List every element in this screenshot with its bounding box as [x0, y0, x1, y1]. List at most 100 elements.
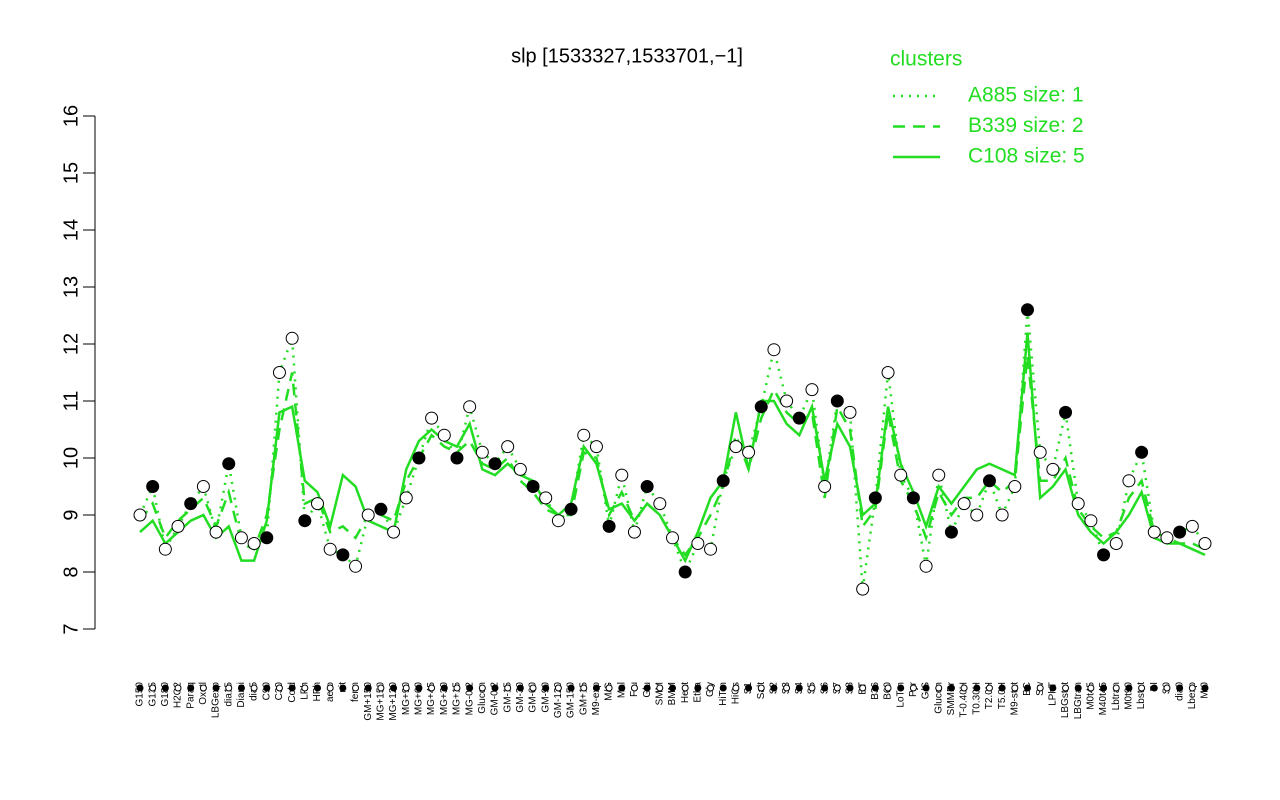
x-tick-label: LBGexp	[211, 682, 222, 719]
x-tick-label: Glucon	[477, 682, 488, 714]
category-marker	[364, 684, 372, 692]
x-tick-label: Diami	[236, 682, 247, 708]
data-point	[666, 531, 679, 545]
data-point	[1198, 537, 1212, 550]
data-point	[1033, 445, 1047, 459]
data-point	[171, 519, 185, 533]
data-point	[780, 394, 794, 408]
category-marker	[719, 684, 727, 692]
data-point	[818, 480, 832, 493]
data-point	[1059, 405, 1073, 419]
y-tick-label: 11	[60, 391, 82, 412]
category-marker	[821, 684, 829, 692]
category-marker	[1150, 684, 1158, 692]
x-tick-label: SMM	[654, 682, 665, 705]
category-marker	[998, 684, 1006, 692]
category-marker	[326, 684, 334, 692]
x-tick-label: Etha	[692, 682, 703, 703]
data-point	[754, 400, 768, 414]
data-point	[640, 480, 654, 493]
x-tick-label: Lbtran	[1111, 682, 1122, 710]
x-tick-label: MG+15	[452, 682, 463, 716]
x-tick-label: MG+90	[401, 682, 412, 716]
x-tick-label: T-0.40H	[959, 682, 970, 718]
category-marker	[592, 684, 600, 692]
data-point	[311, 497, 324, 511]
x-tick-label: HiTm	[718, 682, 729, 706]
data-point	[450, 451, 464, 465]
category-marker	[199, 684, 207, 692]
x-tick-label: GM-60	[528, 682, 539, 713]
data-point	[184, 497, 198, 511]
category-marker	[1049, 684, 1057, 692]
x-tick-label: BMM	[667, 682, 678, 705]
data-point	[260, 531, 274, 545]
data-point	[361, 508, 375, 522]
x-tick-label: M0t90	[1124, 682, 1135, 710]
data-point	[209, 525, 223, 539]
x-tick-label: GM-150	[566, 682, 577, 719]
x-tick-label: SMMPr	[946, 681, 957, 715]
data-point	[526, 480, 540, 493]
data-point	[830, 394, 844, 408]
x-tick-label: G135	[147, 682, 158, 707]
data-point	[564, 502, 578, 516]
category-marker	[149, 684, 157, 692]
category-marker	[1087, 684, 1095, 692]
data-point	[678, 565, 692, 579]
x-tick-label: T2.0H	[984, 682, 995, 709]
category-marker	[250, 684, 258, 692]
x-tick-label: dia15	[223, 682, 234, 707]
data-point	[704, 542, 718, 556]
x-tick-label: G180	[160, 682, 171, 707]
x-tick-label: Heat	[680, 682, 691, 703]
data-point	[894, 468, 908, 482]
category-marker	[339, 684, 347, 692]
data-point	[196, 480, 210, 493]
x-tick-label: MG-0.2	[464, 682, 475, 716]
category-marker	[669, 684, 676, 692]
category-marker	[1036, 684, 1044, 692]
y-tick-label: 15	[60, 162, 82, 184]
data-point	[843, 405, 857, 419]
category-marker	[491, 684, 499, 692]
data-point	[767, 343, 781, 357]
data-point	[551, 514, 565, 528]
data-point	[475, 445, 489, 459]
data-point	[272, 366, 286, 379]
data-point	[1071, 497, 1085, 511]
category-marker	[935, 684, 943, 692]
category-marker	[909, 684, 917, 692]
category-marker	[1062, 684, 1070, 692]
category-marker	[707, 684, 715, 692]
category-marker	[428, 684, 436, 692]
data-point	[970, 508, 984, 522]
category-marker	[1163, 684, 1171, 692]
x-tick-label: GM+150	[363, 682, 374, 721]
x-tick-label: Lbstat	[1136, 682, 1147, 709]
legend-label: B339 size: 2	[968, 114, 1084, 137]
category-marker	[440, 684, 448, 692]
data-point	[716, 474, 730, 488]
category-marker	[1188, 684, 1196, 692]
y-tick-label: 12	[60, 333, 82, 355]
y-tick-label: 14	[60, 219, 82, 241]
data-point	[615, 468, 629, 482]
category-marker	[542, 684, 550, 692]
data-point	[488, 457, 502, 471]
data-point	[158, 542, 172, 556]
y-tick-label: 13	[60, 276, 82, 298]
category-marker	[161, 684, 169, 692]
data-point	[653, 497, 667, 511]
category-marker	[1176, 684, 1184, 692]
data-point	[627, 525, 641, 539]
data-point	[1097, 548, 1111, 562]
x-tick-label: GM-120	[553, 682, 564, 719]
category-marker	[453, 684, 461, 692]
category-marker	[377, 684, 385, 692]
data-point	[1084, 514, 1098, 528]
x-tick-label: GM-15	[502, 682, 513, 713]
category-marker	[795, 684, 803, 692]
data-point	[425, 411, 439, 425]
